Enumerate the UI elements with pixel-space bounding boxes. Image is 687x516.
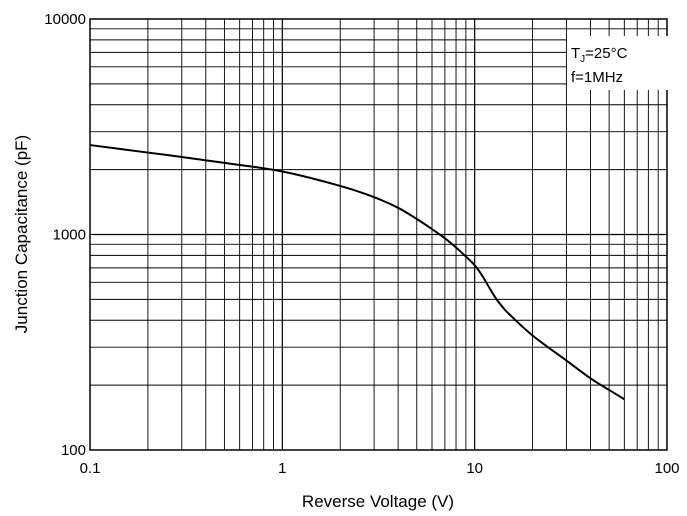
y-axis-label: Junction Capacitance (pF) [12,135,31,333]
y-tick-labels: 100 1000 10000 [44,11,86,459]
tj-value: =25°C [585,45,627,62]
x-tick-label: 0.1 [80,460,101,477]
frequency-condition: f=1MHz [571,69,623,86]
x-tick-labels: 0.1 1 10 100 [80,460,680,477]
x-tick-label: 1 [278,460,286,477]
annotation-box [567,36,669,90]
tj-subscript: J [580,54,585,65]
y-tick-label: 100 [61,442,86,459]
x-axis-label: Reverse Voltage (V) [302,492,454,511]
x-tick-label: 100 [654,460,679,477]
capacitance-curve [89,144,625,401]
major-gridlines [90,19,667,450]
x-tick-label: 10 [466,460,483,477]
temperature-condition: TJ=25°C [571,45,628,65]
tj-base: T [571,45,580,62]
y-tick-label: 1000 [53,227,86,244]
plot-frame [89,18,668,451]
condition-annotation: TJ=25°C f=1MHz [567,36,669,90]
y-tick-label: 10000 [44,11,86,28]
